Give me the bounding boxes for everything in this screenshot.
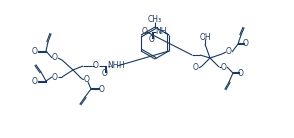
- Text: O: O: [149, 35, 155, 44]
- Text: O: O: [32, 76, 38, 86]
- Text: O: O: [142, 27, 148, 36]
- Text: O: O: [99, 84, 105, 94]
- Text: O: O: [226, 47, 232, 56]
- Text: NH: NH: [155, 27, 167, 36]
- Text: O: O: [238, 68, 244, 78]
- Text: O: O: [221, 63, 227, 71]
- Text: O: O: [93, 62, 99, 71]
- Text: NH: NH: [107, 62, 119, 71]
- Text: O: O: [32, 47, 38, 55]
- Text: H: H: [118, 62, 124, 71]
- Text: OH: OH: [199, 33, 211, 42]
- Text: O: O: [52, 54, 58, 63]
- Text: O: O: [102, 70, 108, 79]
- Text: O: O: [84, 75, 90, 84]
- Text: O: O: [243, 39, 249, 48]
- Text: O: O: [52, 72, 58, 82]
- Text: CH₃: CH₃: [148, 14, 162, 23]
- Text: O: O: [193, 63, 199, 72]
